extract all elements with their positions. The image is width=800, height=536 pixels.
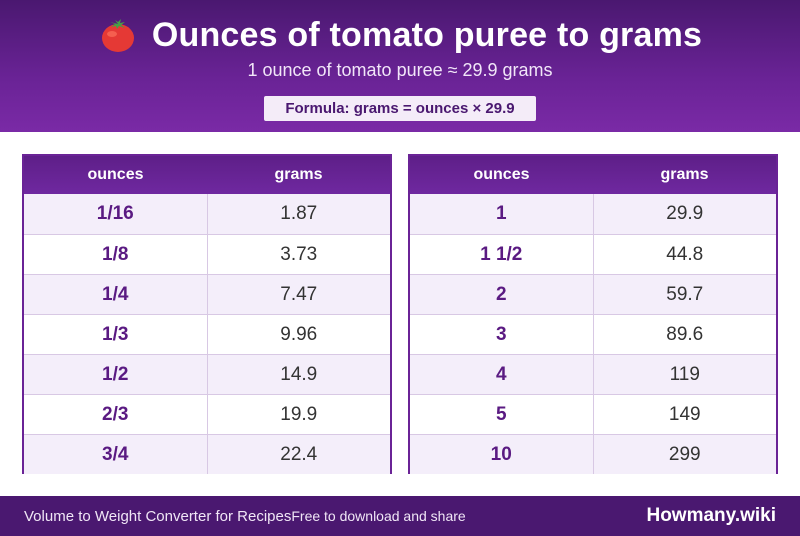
- table-row: 10 299: [410, 434, 776, 474]
- table-row: 2 59.7: [410, 274, 776, 314]
- ounces-cell: 2: [410, 275, 594, 314]
- table-row: 1/2 14.9: [24, 354, 390, 394]
- grams-cell: 149: [668, 403, 701, 425]
- ounces-cell: 1: [410, 194, 594, 234]
- column-header-ounces: ounces: [473, 166, 530, 183]
- brand-logo-text[interactable]: Howmany.wiki: [646, 505, 776, 526]
- ounces-cell: 1/3: [24, 315, 208, 354]
- column-header-ounces: ounces: [87, 166, 144, 183]
- table-header: ounces grams: [24, 156, 390, 194]
- table-row: 3 89.6: [410, 314, 776, 354]
- ounces-cell: 2/3: [24, 395, 208, 434]
- table-header: ounces grams: [410, 156, 776, 194]
- ounces-cell: 1/4: [24, 275, 208, 314]
- table-row: 1 1/2 44.8: [410, 234, 776, 274]
- table-row: 1/3 9.96: [24, 314, 390, 354]
- ounces-cell: 1/8: [24, 235, 208, 274]
- ounces-cell: 3: [410, 315, 594, 354]
- grams-cell: 89.6: [666, 323, 704, 345]
- table-row: 4 119: [410, 354, 776, 394]
- conversion-table-right: ounces grams 1 29.9 1 1/2 44.8 2 59.7 3 …: [408, 154, 778, 474]
- footer-bar: Volume to Weight Converter for Recipes F…: [0, 496, 800, 536]
- grams-cell: 7.47: [280, 283, 318, 305]
- table-row: 3/4 22.4: [24, 434, 390, 474]
- table-body: 1 29.9 1 1/2 44.8 2 59.7 3 89.6 4 119 5 …: [410, 194, 776, 474]
- conversion-table-left: ounces grams 1/16 1.87 1/8 3.73 1/4 7.47…: [22, 154, 392, 474]
- column-header-grams: grams: [274, 166, 323, 183]
- ounces-cell: 1/2: [24, 355, 208, 394]
- column-header-grams: grams: [660, 166, 709, 183]
- table-body: 1/16 1.87 1/8 3.73 1/4 7.47 1/3 9.96 1/2…: [24, 194, 390, 474]
- grams-cell: 119: [669, 363, 700, 385]
- table-row: 1 29.9: [410, 194, 776, 234]
- header-banner: Ounces of tomato puree to grams 1 ounce …: [0, 0, 800, 132]
- table-row: 1/8 3.73: [24, 234, 390, 274]
- ounces-cell: 3/4: [24, 435, 208, 474]
- grams-cell: 29.9: [666, 203, 704, 224]
- grams-cell: 299: [668, 443, 701, 465]
- grams-cell: 3.73: [280, 243, 318, 265]
- table-row: 5 149: [410, 394, 776, 434]
- ounces-cell: 1/16: [24, 194, 208, 234]
- ounces-cell: 1 1/2: [410, 235, 594, 274]
- grams-cell: 22.4: [280, 443, 318, 465]
- grams-cell: 1.87: [280, 203, 318, 224]
- formula-badge: Formula: grams = ounces × 29.9: [264, 96, 536, 121]
- ounces-cell: 4: [410, 355, 594, 394]
- ounces-cell: 10: [410, 435, 594, 474]
- table-row: 1/4 7.47: [24, 274, 390, 314]
- grams-cell: 9.96: [280, 323, 318, 345]
- grams-cell: 19.9: [280, 403, 318, 425]
- grams-cell: 14.9: [280, 363, 318, 385]
- footer-converter-text: Volume to Weight Converter for Recipes: [24, 507, 292, 525]
- subtitle: 1 ounce of tomato puree ≈ 29.9 grams: [247, 60, 553, 80]
- grams-cell: 44.8: [666, 243, 704, 265]
- title-row: Ounces of tomato puree to grams: [0, 14, 800, 56]
- tomato-icon: [101, 19, 134, 52]
- table-row: 2/3 19.9: [24, 394, 390, 434]
- page-title: Ounces of tomato puree to grams: [151, 15, 703, 54]
- grams-cell: 59.7: [666, 283, 704, 305]
- footer-share-text: Free to download and share: [291, 508, 466, 524]
- table-row: 1/16 1.87: [24, 194, 390, 234]
- ounces-cell: 5: [410, 395, 594, 434]
